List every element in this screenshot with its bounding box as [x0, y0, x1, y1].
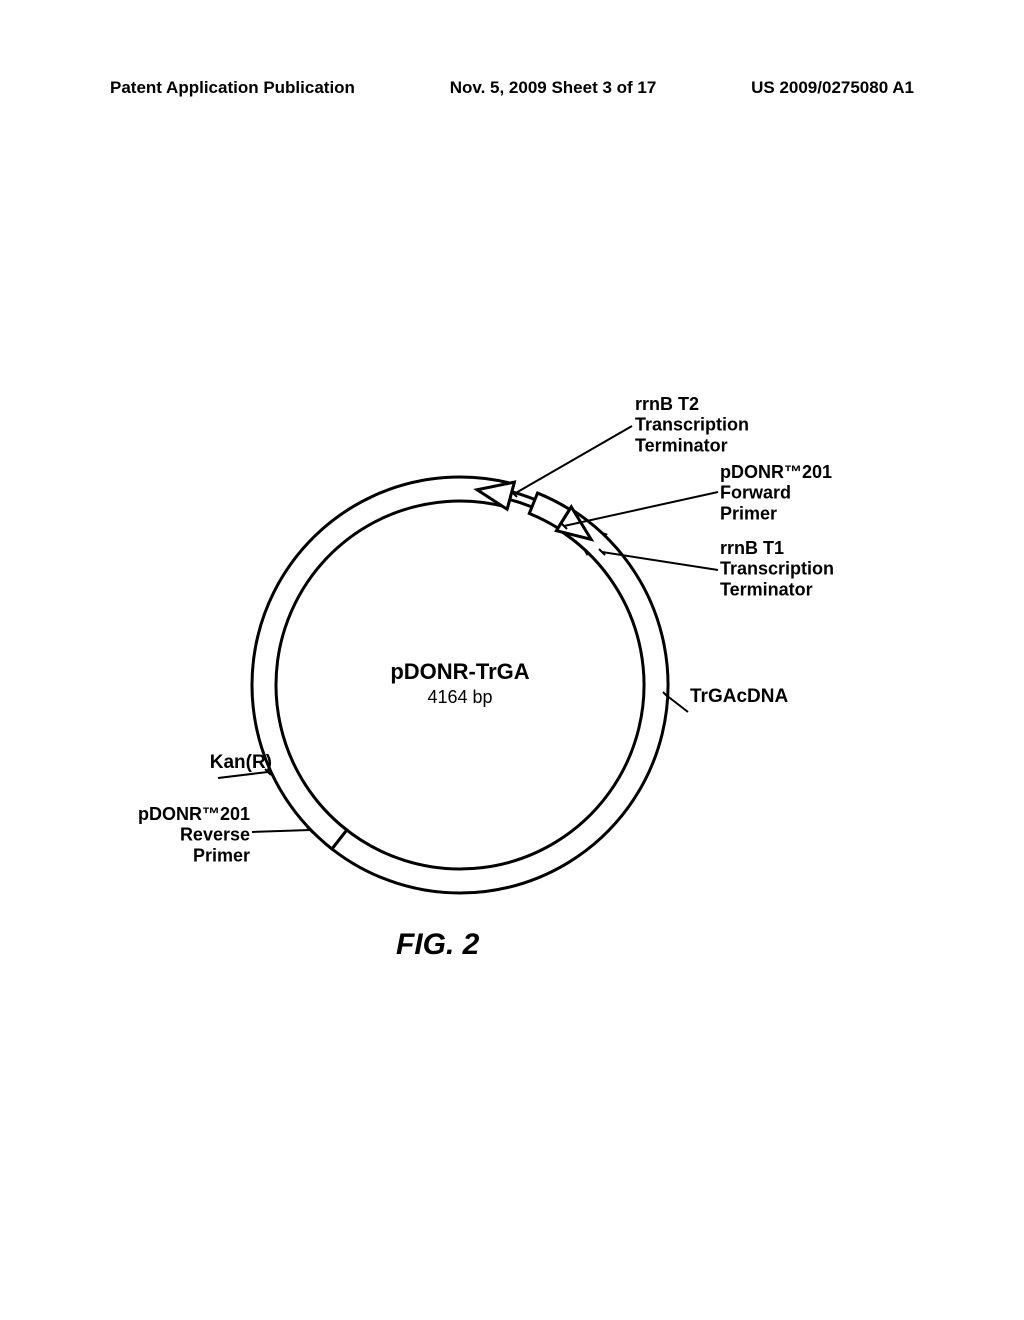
label-fwdPrimer-line1: Forward: [720, 483, 791, 503]
label-fwdPrimer-line0: pDONR™201: [720, 462, 832, 482]
label-rrnBT1-line1: Transcription: [720, 559, 834, 579]
label-rrnBT2-line2: Terminator: [635, 435, 728, 455]
header-center: Nov. 5, 2009 Sheet 3 of 17: [450, 78, 657, 98]
plasmid-svg: pDONR-TrGA4164 bprrnB T2TranscriptionTer…: [120, 380, 900, 1000]
plasmid-diagram: pDONR-TrGA4164 bprrnB T2TranscriptionTer…: [120, 380, 900, 1000]
label-rrnBT1-line2: Terminator: [720, 579, 813, 599]
label-TrGAcDNA: TrGAcDNA: [690, 686, 788, 707]
label-rrnBT1-line0: rrnB T1: [720, 538, 784, 558]
leader-rrnBT2: [514, 426, 632, 494]
label-KanR: Kan(R): [210, 752, 272, 773]
header-right: US 2009/0275080 A1: [751, 78, 914, 98]
page: Patent Application Publication Nov. 5, 2…: [0, 0, 1024, 1320]
feature-TrGAcDNA: [326, 509, 668, 893]
plasmid-name: pDONR-TrGA: [390, 659, 529, 684]
page-header: Patent Application Publication Nov. 5, 2…: [110, 78, 914, 98]
label-rrnBT2-line1: Transcription: [635, 415, 749, 435]
label-revPrimer-line2: Primer: [193, 845, 250, 865]
leader-revPrimer: [252, 830, 310, 832]
plasmid-size: 4164 bp: [427, 687, 492, 707]
label-revPrimer-line1: Reverse: [180, 825, 250, 845]
figure-caption: FIG. 2: [396, 928, 480, 961]
header-left: Patent Application Publication: [110, 78, 355, 98]
label-revPrimer-line0: pDONR™201: [138, 804, 250, 824]
label-fwdPrimer-line2: Primer: [720, 503, 777, 523]
leader-fwdPrimer: [564, 492, 718, 526]
label-rrnBT2-line0: rrnB T2: [635, 394, 699, 414]
